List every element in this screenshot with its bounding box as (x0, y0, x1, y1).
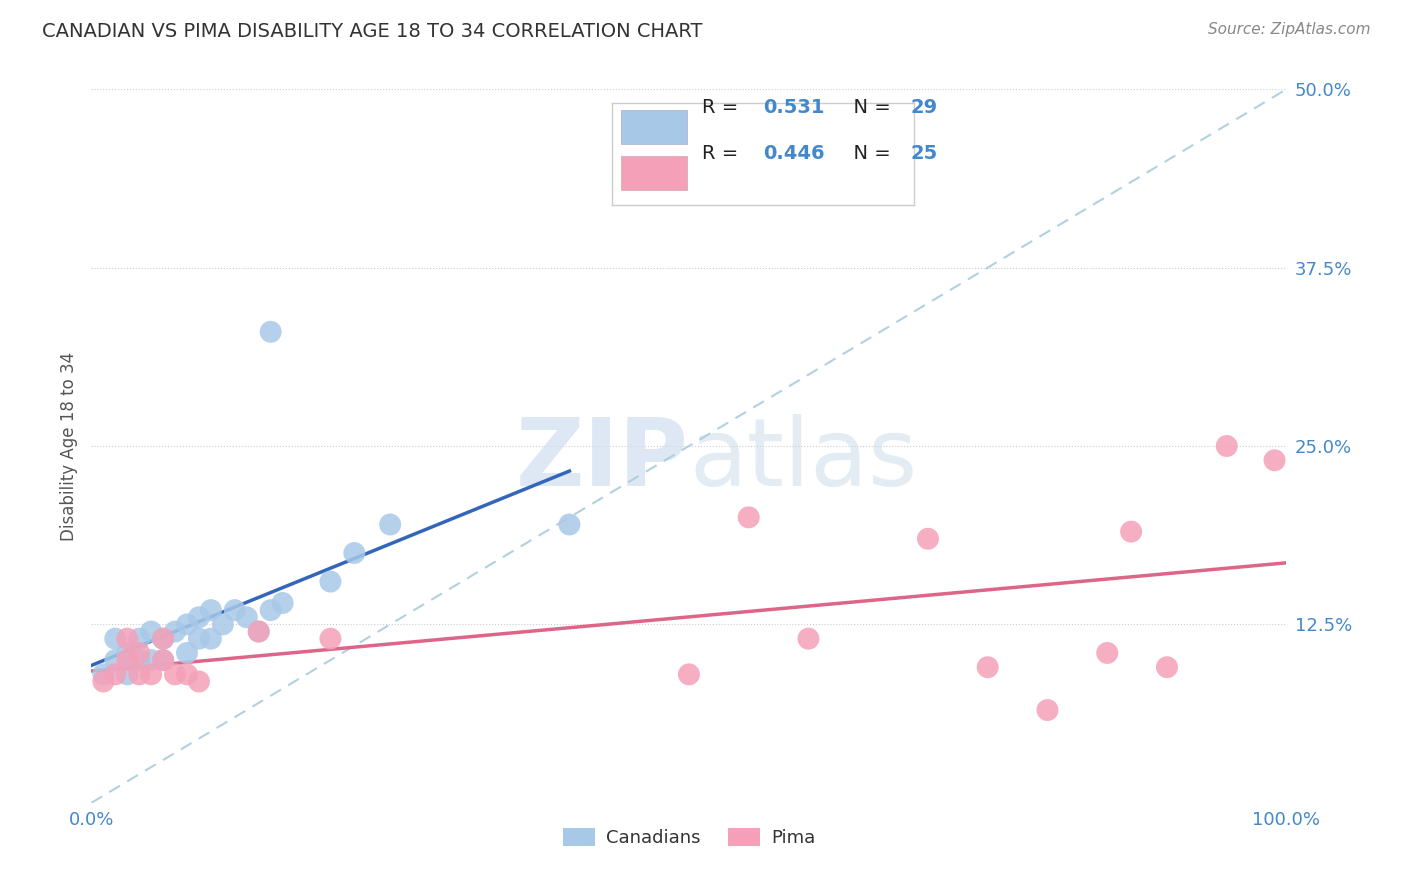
Point (152, 632, 174, 646)
Point (259, 325, 281, 339)
Point (917, 532, 939, 546)
Point (224, 603, 246, 617)
Text: ZIP: ZIP (516, 414, 689, 507)
Point (1156, 660, 1178, 674)
Point (141, 667, 162, 681)
Point (187, 632, 211, 646)
Point (115, 646, 138, 660)
Point (152, 632, 174, 646)
Point (976, 660, 998, 674)
Text: N =: N = (841, 98, 897, 117)
Point (797, 632, 820, 646)
Y-axis label: Disability Age 18 to 34: Disability Age 18 to 34 (59, 351, 77, 541)
Bar (620, 110, 688, 144)
Point (163, 624, 186, 639)
Point (1264, 453, 1286, 467)
Text: 25: 25 (911, 145, 938, 163)
Point (558, 517, 581, 532)
Point (1215, 439, 1237, 453)
Point (319, 632, 342, 646)
Point (128, 632, 150, 646)
Point (200, 603, 222, 617)
Point (152, 653, 174, 667)
Point (678, 667, 700, 681)
Point (271, 596, 294, 610)
Point (247, 624, 270, 639)
Point (319, 574, 342, 589)
Point (128, 646, 150, 660)
Point (176, 667, 198, 681)
Point (163, 667, 186, 681)
Point (176, 646, 198, 660)
Point (187, 674, 211, 689)
Point (141, 624, 162, 639)
Text: R =: R = (703, 145, 745, 163)
Point (176, 617, 198, 632)
Point (115, 667, 138, 681)
Point (235, 610, 259, 624)
Point (115, 653, 138, 667)
Point (128, 653, 150, 667)
Point (1097, 646, 1119, 660)
Point (1119, 524, 1142, 539)
Text: 0.446: 0.446 (762, 145, 824, 163)
Point (104, 632, 127, 646)
Point (93, 667, 114, 681)
Point (93, 674, 114, 689)
Bar (620, 156, 688, 190)
Text: 29: 29 (911, 98, 938, 117)
Point (152, 653, 174, 667)
Point (247, 624, 270, 639)
Point (141, 653, 162, 667)
Point (128, 667, 150, 681)
Text: atlas: atlas (689, 414, 917, 507)
Legend: Canadians, Pima: Canadians, Pima (555, 821, 823, 855)
Point (187, 610, 211, 624)
Point (200, 632, 222, 646)
Point (378, 517, 402, 532)
Point (211, 617, 233, 632)
Text: Source: ZipAtlas.com: Source: ZipAtlas.com (1208, 22, 1371, 37)
Point (115, 632, 138, 646)
Point (737, 510, 759, 524)
Point (259, 603, 281, 617)
Text: N =: N = (841, 145, 897, 163)
Point (104, 653, 127, 667)
Text: 0.531: 0.531 (762, 98, 824, 117)
Point (104, 667, 127, 681)
Point (343, 546, 366, 560)
Point (1036, 703, 1059, 717)
Text: R =: R = (703, 98, 745, 117)
Text: CANADIAN VS PIMA DISABILITY AGE 18 TO 34 CORRELATION CHART: CANADIAN VS PIMA DISABILITY AGE 18 TO 34… (42, 22, 703, 41)
